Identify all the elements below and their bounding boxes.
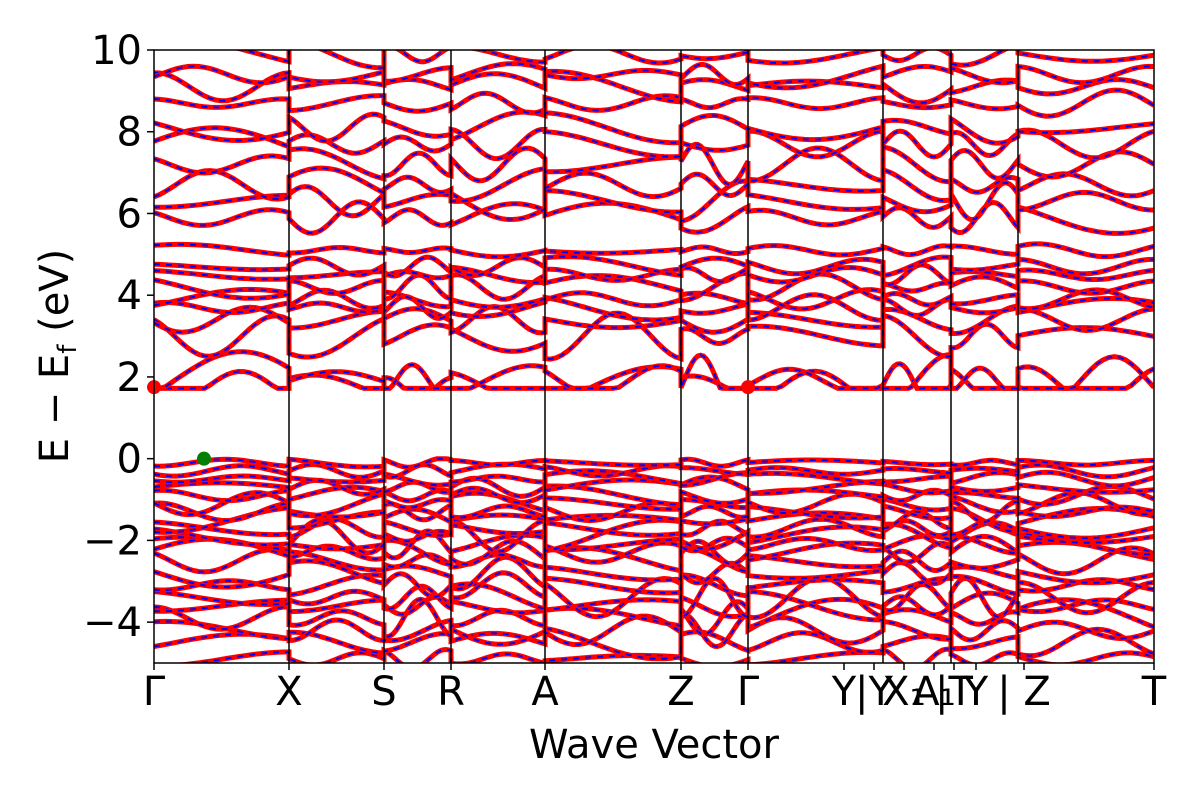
band-lines xyxy=(154,50,1154,663)
y-tick-label: 8 xyxy=(117,110,142,156)
x-tick-label: T xyxy=(1141,669,1167,715)
x-tick-label: X xyxy=(275,669,302,715)
y-tick-label: 4 xyxy=(117,273,142,319)
x-tick-label: R xyxy=(437,669,465,715)
band-line-blue xyxy=(154,111,1154,145)
kpoint-separators xyxy=(288,50,1019,663)
x-tick-label: A xyxy=(531,669,559,715)
x-tick-label: Y xyxy=(963,669,989,715)
x-tick-label: |Y xyxy=(855,669,893,715)
y-tick-label: 0 xyxy=(117,437,142,483)
y-tick-label: 2 xyxy=(117,355,142,401)
band-line-blue xyxy=(154,70,1154,104)
x-tick-label: X₁ xyxy=(882,669,925,715)
band-line-red xyxy=(154,178,1154,225)
band-extremum-marker xyxy=(197,451,211,466)
y-tick-label: −2 xyxy=(83,518,142,564)
y-label-unit: (eV) xyxy=(32,249,78,345)
band-line-blue xyxy=(154,143,1154,186)
band-line-blue xyxy=(154,89,1154,118)
band-line-blue xyxy=(154,546,1154,575)
x-tick-label: Y xyxy=(831,669,857,715)
band-line-red xyxy=(233,50,1154,71)
x-tick-label: | Z xyxy=(997,669,1051,715)
y-tick-label: 10 xyxy=(91,28,142,74)
y-label-main: E − E xyxy=(32,354,78,464)
band-line-blue xyxy=(154,272,1154,302)
x-tick-label: Γ xyxy=(737,669,760,715)
x-tick-label: S xyxy=(371,669,396,715)
band-line-red xyxy=(154,241,1154,260)
band-line-red xyxy=(154,87,1154,119)
band-line-red xyxy=(154,141,1154,187)
band-line-blue xyxy=(154,491,1154,517)
band-line-red xyxy=(154,109,1154,146)
y-tick-label: −4 xyxy=(83,600,142,646)
band-line-blue xyxy=(154,571,1154,599)
x-axis-label: Wave Vector xyxy=(529,722,780,768)
y-label-sub: f xyxy=(53,344,83,354)
band-line-blue xyxy=(154,255,1154,278)
band-line-red xyxy=(154,68,1154,106)
band-line-blue xyxy=(154,350,1154,390)
band-line-blue xyxy=(154,304,1154,335)
y-axis-ticks: −4 −2 0 2 4 6 8 10 xyxy=(83,28,154,646)
y-axis-label: E − Ef (eV) xyxy=(32,249,83,464)
x-tick-label: A₁ xyxy=(912,669,955,715)
x-tick-label: |T xyxy=(935,669,973,715)
band-extremum-marker xyxy=(741,380,755,395)
band-line-blue xyxy=(154,469,1154,487)
plot-frame xyxy=(153,49,1155,664)
y-tick-label: 6 xyxy=(117,191,142,237)
band-line-red xyxy=(154,199,1154,236)
band-line-blue xyxy=(154,457,1154,469)
x-tick-label: Z xyxy=(667,669,694,715)
band-line-blue xyxy=(154,590,1154,621)
x-tick-label: Γ xyxy=(143,669,166,715)
